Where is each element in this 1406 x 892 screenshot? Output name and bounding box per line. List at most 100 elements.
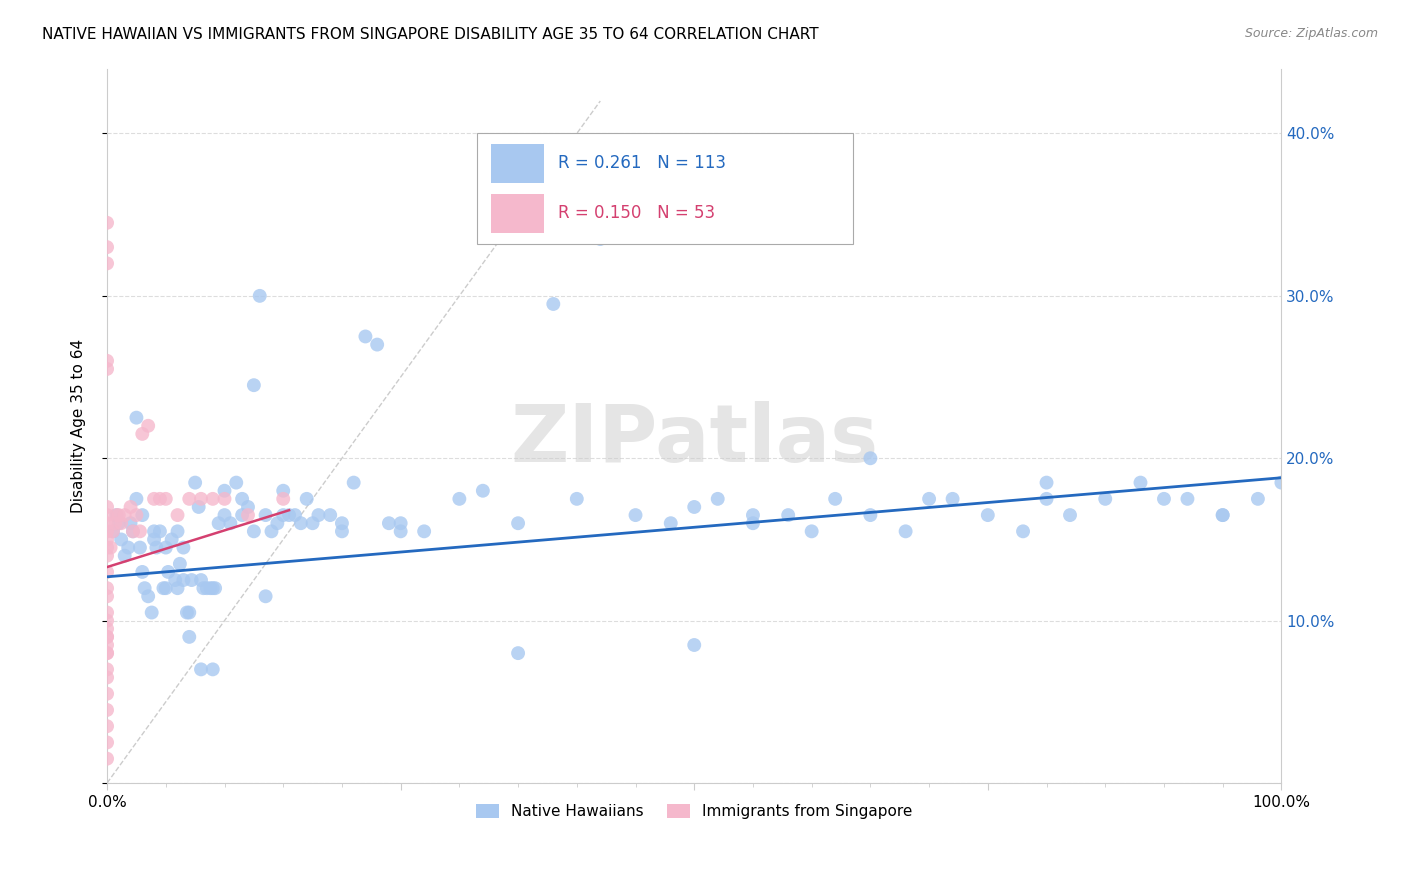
Point: [506, 646, 529, 660]
Point: [155, 541, 177, 555]
Point: [108, 516, 131, 531]
Point: [96, 549, 118, 563]
Point: [977, 508, 1000, 522]
Point: [136, 589, 159, 603]
FancyBboxPatch shape: [477, 133, 853, 244]
Point: [683, 500, 706, 514]
Point: [231, 508, 253, 522]
Point: [201, 662, 224, 676]
Point: [131, 426, 153, 441]
Point: [449, 491, 471, 506]
Point: [295, 491, 318, 506]
Point: [96, 662, 118, 676]
Point: [101, 524, 124, 539]
Point: [179, 630, 201, 644]
Point: [105, 508, 128, 522]
Point: [105, 508, 128, 522]
Point: [149, 524, 172, 539]
Point: [96, 703, 118, 717]
Point: [193, 581, 215, 595]
Point: [319, 508, 342, 522]
Point: [214, 508, 236, 522]
Point: [96, 240, 118, 254]
Point: [122, 524, 145, 539]
Point: [169, 557, 191, 571]
Point: [389, 516, 412, 531]
Point: [143, 524, 166, 539]
Point: [1177, 491, 1199, 506]
Point: [96, 606, 118, 620]
Point: [157, 565, 180, 579]
Text: R = 0.150   N = 53: R = 0.150 N = 53: [558, 204, 716, 222]
Point: [96, 719, 118, 733]
Point: [219, 516, 242, 531]
Point: [543, 297, 565, 311]
Point: [145, 541, 167, 555]
Point: [96, 646, 118, 660]
Y-axis label: Disability Age 35 to 64: Disability Age 35 to 64: [72, 339, 86, 513]
Point: [96, 735, 118, 749]
Legend: Native Hawaiians, Immigrants from Singapore: Native Hawaiians, Immigrants from Singap…: [470, 798, 918, 825]
Point: [96, 622, 118, 636]
Point: [136, 418, 159, 433]
Point: [101, 524, 124, 539]
Point: [271, 491, 294, 506]
Point: [260, 524, 283, 539]
Point: [131, 508, 153, 522]
Point: [155, 581, 177, 595]
Point: [236, 500, 259, 514]
Point: [1094, 491, 1116, 506]
Point: [1059, 508, 1081, 522]
Point: [114, 508, 136, 522]
Point: [366, 337, 388, 351]
Point: [243, 378, 266, 392]
Point: [742, 516, 765, 531]
Point: [659, 516, 682, 531]
Point: [859, 451, 882, 466]
Point: [96, 638, 118, 652]
Point: [165, 573, 187, 587]
Point: [354, 329, 377, 343]
Point: [104, 516, 127, 531]
Point: [100, 541, 122, 555]
Text: ZIPatlas: ZIPatlas: [510, 401, 879, 479]
Point: [254, 508, 277, 522]
Point: [190, 491, 212, 506]
Point: [125, 410, 148, 425]
Point: [1212, 508, 1234, 522]
Point: [301, 516, 323, 531]
Point: [96, 354, 118, 368]
Point: [179, 491, 201, 506]
Point: [96, 687, 118, 701]
Point: [96, 216, 118, 230]
Point: [155, 491, 177, 506]
Point: [134, 581, 156, 595]
Point: [1212, 508, 1234, 522]
Point: [160, 533, 183, 547]
Point: [894, 524, 917, 539]
Point: [166, 581, 188, 595]
Point: [176, 606, 198, 620]
Point: [114, 549, 136, 563]
Point: [96, 533, 118, 547]
Point: [1035, 475, 1057, 490]
Point: [214, 483, 236, 498]
Point: [166, 508, 188, 522]
Point: [208, 516, 231, 531]
Point: [271, 483, 294, 498]
Point: [117, 541, 139, 555]
Point: [506, 516, 529, 531]
Point: [824, 491, 846, 506]
Point: [120, 500, 142, 514]
Point: [389, 524, 412, 539]
Point: [110, 533, 132, 547]
Point: [125, 491, 148, 506]
Point: [214, 491, 236, 506]
Point: [278, 508, 301, 522]
Point: [125, 508, 148, 522]
Point: [166, 524, 188, 539]
Point: [742, 508, 765, 522]
Point: [249, 289, 271, 303]
Point: [225, 475, 247, 490]
Point: [96, 589, 118, 603]
